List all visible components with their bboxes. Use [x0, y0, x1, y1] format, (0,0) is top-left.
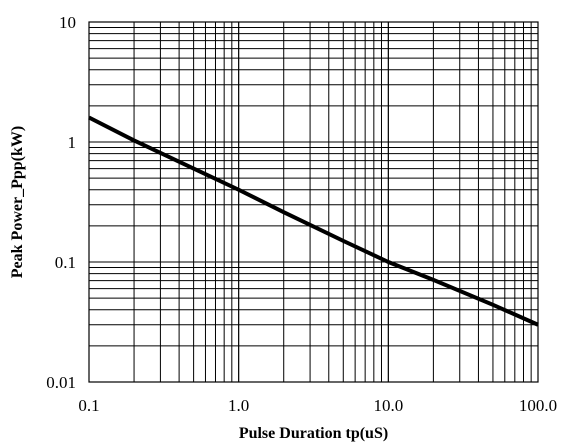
plot-border [88, 21, 539, 383]
y-axis-title: Peak Power_Ppp(kW) [9, 126, 26, 278]
x-tick-label: 1.0 [228, 396, 249, 415]
y-tick-label: 10 [59, 13, 76, 32]
series-line-1 [88, 115, 539, 327]
x-tick-label: 0.1 [78, 396, 99, 415]
y-tick-label: 0.1 [55, 253, 76, 272]
x-axis-title: Pulse Duration tp(uS) [239, 425, 388, 442]
x-tick-label: 10.0 [373, 396, 403, 415]
y-tick-label: 0.01 [46, 373, 76, 392]
series-layer [88, 115, 539, 327]
grid-lines [88, 21, 539, 383]
y-tick-label: 1 [68, 133, 77, 152]
x-tick-label: 100.0 [519, 396, 557, 415]
